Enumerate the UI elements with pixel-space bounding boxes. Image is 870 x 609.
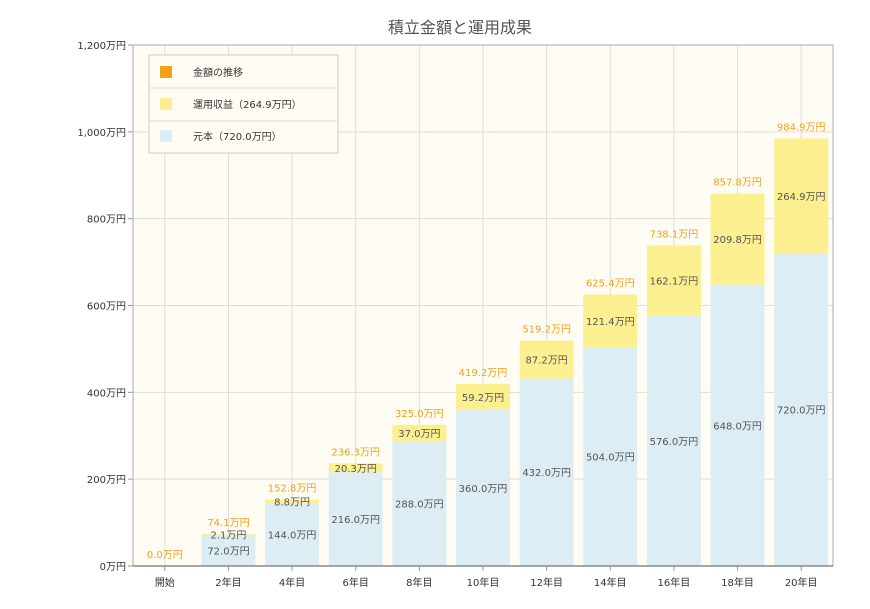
x-tick-label: 12年目 xyxy=(530,576,563,589)
data-label-profit: 8.8万円 xyxy=(274,498,310,509)
bar-layer xyxy=(201,138,829,566)
data-label-total: 857.8万円 xyxy=(713,178,762,189)
bar-principal xyxy=(392,440,447,566)
legend: 金額の推移 運用収益（264.9万円） 元本（720.0万円） xyxy=(148,54,339,154)
data-label-principal: 432.0万円 xyxy=(522,468,571,479)
legend-label-total: 金額の推移 xyxy=(193,66,243,79)
x-tick-label: 20年目 xyxy=(785,576,818,589)
bar-profit xyxy=(201,533,256,535)
y-tick-label: 800万円 xyxy=(87,215,126,226)
bar-profit xyxy=(456,383,510,410)
data-label-profit: 2.1万円 xyxy=(211,530,247,541)
bar-profit xyxy=(519,340,574,379)
x-tick-label: 18年目 xyxy=(721,576,754,589)
data-label-total: 325.0万円 xyxy=(395,409,444,420)
bar-principal xyxy=(456,409,510,566)
data-label-principal: 144.0万円 xyxy=(268,531,317,542)
bar-principal xyxy=(646,315,701,566)
x-tick-label: 16年目 xyxy=(658,576,691,589)
legend-box xyxy=(148,54,339,154)
bar-profit xyxy=(646,245,701,316)
bar-principal xyxy=(201,534,256,566)
bar-profit xyxy=(265,499,320,504)
data-label-profit: 37.0万円 xyxy=(398,429,440,440)
legend-swatch-total xyxy=(160,66,172,78)
data-label-principal: 648.0万円 xyxy=(713,421,762,432)
bar-profit xyxy=(392,424,447,441)
data-label-profit: 162.1万円 xyxy=(650,277,699,288)
bar-principal xyxy=(328,472,383,566)
data-label-principal: 72.0万円 xyxy=(207,546,249,557)
y-tick-label: 200万円 xyxy=(87,475,126,486)
data-label-profit: 264.9万円 xyxy=(777,192,826,203)
data-label-total: 519.2万円 xyxy=(522,325,571,336)
data-label-profit: 121.4万円 xyxy=(586,317,635,328)
data-label-profit: 20.3万円 xyxy=(335,464,377,475)
legend-item-total[interactable]: 金額の推移 xyxy=(160,66,243,79)
bar-principal xyxy=(710,284,765,566)
bar-principal xyxy=(519,378,574,566)
data-label-principal: 288.0万円 xyxy=(395,499,444,510)
legend-item-principal[interactable]: 元本（720.0万円） xyxy=(160,130,282,143)
y-tick-label: 400万円 xyxy=(87,388,126,399)
bar-profit xyxy=(774,138,829,254)
data-label-profit: 59.2万円 xyxy=(462,393,504,404)
legend-label-principal: 元本（720.0万円） xyxy=(193,130,282,143)
x-tick-label: 10年目 xyxy=(467,576,500,589)
data-label-principal: 576.0万円 xyxy=(650,437,699,448)
data-label-total: 625.4万円 xyxy=(586,278,635,289)
bar-principal xyxy=(265,503,320,566)
chart-title: 積立金額と運用成果 xyxy=(388,18,532,37)
x-tick-label: 8年目 xyxy=(406,576,432,589)
x-tick-label: 2年目 xyxy=(215,576,241,589)
data-label-principal: 504.0万円 xyxy=(586,453,635,464)
x-tick-label: 開始 xyxy=(155,576,175,589)
data-label-total: 236.3万円 xyxy=(331,447,380,458)
data-label-profit: 87.2万円 xyxy=(526,356,568,367)
legend-item-profit[interactable]: 運用収益（264.9万円） xyxy=(160,98,302,111)
bar-profit xyxy=(583,294,638,348)
bar-profit xyxy=(328,463,383,473)
x-tick-label: 14年目 xyxy=(594,576,627,589)
data-label-principal: 360.0万円 xyxy=(459,484,508,495)
data-label-total: 738.1万円 xyxy=(650,230,699,241)
y-tick-label: 1,000万円 xyxy=(77,128,126,139)
data-label-total: 152.8万円 xyxy=(268,484,317,495)
bar-principal xyxy=(774,253,829,566)
data-label-principal: 720.0万円 xyxy=(777,406,826,417)
x-tick-label: 6年目 xyxy=(343,576,369,589)
y-tick-label: 600万円 xyxy=(87,302,126,313)
y-tick-label: 0万円 xyxy=(100,562,126,573)
data-label-profit: 209.8万円 xyxy=(713,235,762,246)
data-label-total: 74.1万円 xyxy=(207,518,249,529)
data-label-total: 984.9万円 xyxy=(777,122,826,133)
bar-principal xyxy=(583,347,638,566)
legend-label-profit: 運用収益（264.9万円） xyxy=(193,98,302,111)
data-label-total: 419.2万円 xyxy=(459,368,508,379)
legend-swatch-principal xyxy=(160,130,172,142)
legend-swatch-profit xyxy=(160,98,172,110)
y-tick-label: 1,200万円 xyxy=(77,41,126,52)
data-label-principal: 216.0万円 xyxy=(331,515,380,526)
x-tick-label: 4年目 xyxy=(279,576,305,589)
data-label-total: 0.0万円 xyxy=(147,550,183,561)
bar-profit xyxy=(710,193,765,285)
